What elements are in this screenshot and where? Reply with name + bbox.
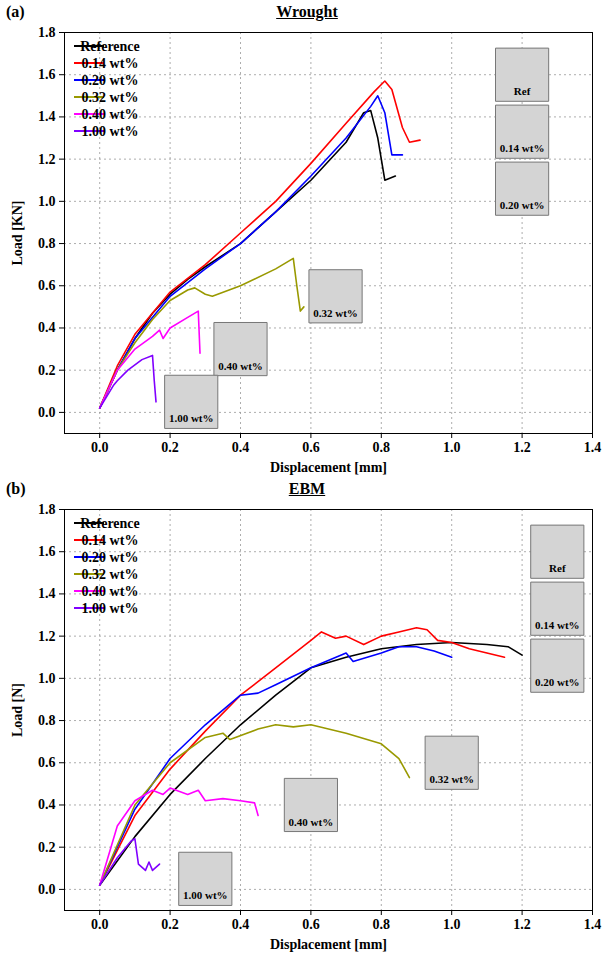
svg-text:1.4: 1.4 (38, 586, 56, 601)
svg-text:Displacement [mm]: Displacement [mm] (270, 460, 387, 475)
svg-text:1.0: 1.0 (38, 194, 56, 209)
html-text:Wrought: Wrought (276, 3, 338, 20)
html-text:EBM: EBM (288, 480, 326, 497)
svg-text:0.32 wt%: 0.32 wt% (82, 90, 139, 105)
svg-text:0.8: 0.8 (373, 917, 391, 932)
svg-text:0.4: 0.4 (232, 917, 250, 932)
svg-text:0.0: 0.0 (38, 405, 56, 420)
svg-text:0.0: 0.0 (91, 440, 109, 455)
svg-text:0.2: 0.2 (161, 440, 179, 455)
svg-text:1.8: 1.8 (38, 502, 56, 517)
svg-text:1.8: 1.8 (38, 25, 56, 40)
svg-text:1.6: 1.6 (38, 67, 56, 82)
svg-text:0.32 wt%: 0.32 wt% (429, 773, 474, 785)
svg-text:Reference: Reference (80, 39, 140, 54)
svg-text:1.0: 1.0 (443, 917, 461, 932)
svg-text:0.14 wt%: 0.14 wt% (500, 142, 545, 154)
svg-text:Load [N]: Load [N] (10, 683, 25, 737)
svg-text:1.0: 1.0 (443, 440, 461, 455)
svg-text:0.6: 0.6 (38, 278, 56, 293)
svg-text:0.14 wt%: 0.14 wt% (535, 619, 580, 631)
svg-text:Displacement [mm]: Displacement [mm] (270, 937, 387, 952)
svg-text:0.20 wt%: 0.20 wt% (82, 550, 139, 565)
svg-text:1.2: 1.2 (513, 440, 531, 455)
svg-text:0.40 wt%: 0.40 wt% (82, 584, 139, 599)
svg-text:1.00 wt%: 1.00 wt% (82, 124, 139, 139)
svg-text:1.0: 1.0 (38, 671, 56, 686)
svg-text:0.6: 0.6 (302, 917, 320, 932)
svg-text:Ref: Ref (514, 85, 531, 97)
svg-text:Ref: Ref (549, 562, 566, 574)
svg-text:0.8: 0.8 (38, 236, 56, 251)
svg-text:0.2: 0.2 (38, 840, 56, 855)
svg-text:0.20 wt%: 0.20 wt% (82, 73, 139, 88)
svg-text:0.32 wt%: 0.32 wt% (313, 307, 358, 319)
svg-text:0.14 wt%: 0.14 wt% (82, 56, 139, 71)
svg-text:0.6: 0.6 (302, 440, 320, 455)
svg-text:1.2: 1.2 (38, 629, 56, 644)
svg-text:0.4: 0.4 (232, 440, 250, 455)
svg-text:0.20 wt%: 0.20 wt% (500, 199, 545, 211)
svg-text:Load [KN]: Load [KN] (10, 201, 25, 266)
html-text:(b): (b) (6, 480, 26, 497)
svg-text:1.00 wt%: 1.00 wt% (183, 889, 228, 901)
svg-text:0.0: 0.0 (38, 882, 56, 897)
svg-text:0.14 wt%: 0.14 wt% (82, 533, 139, 548)
svg-text:0.2: 0.2 (161, 917, 179, 932)
svg-text:1.00 wt%: 1.00 wt% (169, 412, 214, 424)
svg-text:0.2: 0.2 (38, 363, 56, 378)
svg-text:1.6: 1.6 (38, 544, 56, 559)
svg-text:Reference: Reference (80, 516, 140, 531)
svg-text:0.4: 0.4 (38, 797, 56, 812)
svg-text:1.2: 1.2 (513, 917, 531, 932)
svg-text:0.6: 0.6 (38, 755, 56, 770)
svg-text:0.8: 0.8 (373, 440, 391, 455)
html-text:(a): (a) (6, 3, 25, 20)
svg-text:1.4: 1.4 (584, 917, 602, 932)
svg-text:0.40 wt%: 0.40 wt% (218, 360, 263, 372)
svg-text:0.4: 0.4 (38, 320, 56, 335)
svg-text:1.4: 1.4 (584, 440, 602, 455)
svg-text:0.40 wt%: 0.40 wt% (82, 107, 139, 122)
svg-text:0.0: 0.0 (91, 917, 109, 932)
svg-text:1.4: 1.4 (38, 109, 56, 124)
svg-text:0.32 wt%: 0.32 wt% (82, 567, 139, 582)
svg-text:1.2: 1.2 (38, 152, 56, 167)
svg-text:0.8: 0.8 (38, 713, 56, 728)
svg-text:1.00 wt%: 1.00 wt% (82, 601, 139, 616)
svg-text:0.40 wt%: 0.40 wt% (289, 815, 334, 827)
svg-text:0.20 wt%: 0.20 wt% (535, 676, 580, 688)
